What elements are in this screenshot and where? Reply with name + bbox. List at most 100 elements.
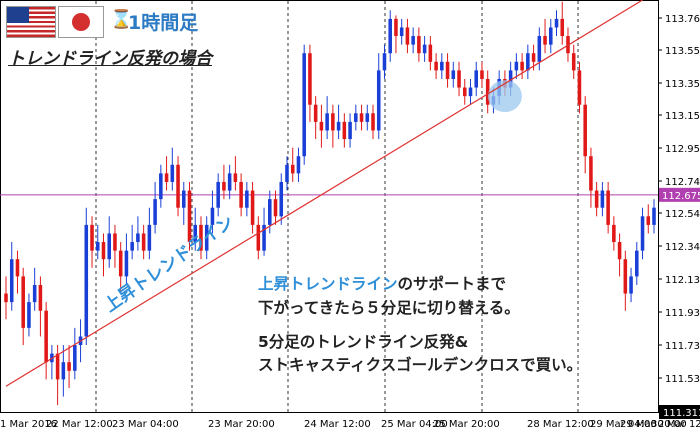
candle-body xyxy=(411,36,415,45)
candle-body xyxy=(38,284,43,311)
candle-body xyxy=(164,173,169,182)
candle-body xyxy=(73,345,77,371)
y-axis-label: 113.355 xyxy=(665,79,700,90)
candle-body xyxy=(84,224,89,337)
candle-body xyxy=(233,173,238,182)
x-axis-label: 29 Mar 20:00 xyxy=(620,419,687,430)
candle-body xyxy=(118,250,123,277)
candle-body xyxy=(560,18,565,37)
candle-body xyxy=(382,53,387,71)
candle-body xyxy=(256,224,261,251)
y-axis-label: 112.745 xyxy=(665,177,700,188)
annotation-line-3: 5分足のトレンドライン反発& xyxy=(258,333,469,351)
candle-body xyxy=(285,164,289,182)
candle-body xyxy=(623,259,628,294)
candle-body xyxy=(130,242,134,251)
candle-body xyxy=(417,36,421,54)
candle-body xyxy=(262,224,266,251)
timeframe-label: 1時間足 xyxy=(128,12,199,34)
candle-body xyxy=(313,104,318,122)
annotation-line-2: 下がってきたら５分足に切り替える。 xyxy=(258,299,520,317)
candle-body xyxy=(268,199,272,225)
candle-body xyxy=(508,70,513,88)
candle-body xyxy=(485,78,490,105)
plot-frame xyxy=(0,0,659,413)
x-axis-label: 23 Mar 04:00 xyxy=(112,419,179,430)
candle-body xyxy=(181,190,186,208)
candle-body xyxy=(101,242,106,260)
y-axis-label: 112.135 xyxy=(665,275,700,286)
candle-body xyxy=(571,53,576,71)
candle-body xyxy=(359,113,364,122)
uptrend-line xyxy=(5,0,643,387)
candle-body xyxy=(376,70,381,131)
candle-body xyxy=(44,310,48,363)
candle-body xyxy=(239,181,243,208)
candle-body xyxy=(9,259,14,303)
japan-flag-icon xyxy=(58,6,104,38)
candle-body xyxy=(394,18,398,37)
annotation-line-4: ストキャスティクスゴールデンクロスで買い。 xyxy=(258,356,583,374)
candle-body xyxy=(480,70,484,79)
y-axis-label: 113.555 xyxy=(665,46,700,57)
x-axis-label: 24 Mar 12:00 xyxy=(304,419,371,430)
candle-body xyxy=(514,61,519,71)
x-axis-label: 29 Mar 04:00 xyxy=(590,419,657,430)
candle-body xyxy=(606,190,610,225)
candle-body xyxy=(629,276,633,294)
candle-body xyxy=(537,36,542,62)
y-axis-label: 111.935 xyxy=(665,308,700,319)
candle-body xyxy=(141,233,146,251)
candle-body xyxy=(204,224,209,251)
candle-body xyxy=(107,233,111,260)
candle-body xyxy=(136,233,140,243)
candle-body xyxy=(159,173,163,200)
candle-body xyxy=(331,113,335,131)
x-axis-label: 22 Mar 12:00 xyxy=(46,419,113,430)
candle-body xyxy=(462,87,467,97)
candle-body xyxy=(371,113,375,131)
candle-body xyxy=(279,181,284,217)
candle-body xyxy=(21,276,25,328)
candle-body xyxy=(646,216,651,225)
candle-body xyxy=(302,53,306,157)
candle-body xyxy=(147,224,152,251)
current-price-tag-label: 111.311 xyxy=(663,408,700,419)
candle-body xyxy=(422,44,427,54)
candle-body xyxy=(652,207,656,225)
candle-body xyxy=(15,259,20,277)
candle-body xyxy=(250,190,255,225)
y-axis-label: 111.730 xyxy=(665,341,700,352)
candle-body xyxy=(245,190,249,208)
y-axis-label: 112.950 xyxy=(665,144,700,155)
candle-body xyxy=(600,190,605,208)
candle-body xyxy=(451,70,456,79)
candle-body xyxy=(543,36,547,45)
candle-body xyxy=(325,113,329,131)
y-axis-label: 113.150 xyxy=(665,111,700,122)
candle-body xyxy=(399,27,404,37)
hourglass-icon: ⌛ xyxy=(110,9,133,30)
candle-body xyxy=(319,121,324,131)
candle-body xyxy=(589,156,593,191)
x-axis-label: 28 Mar 12:00 xyxy=(527,419,594,430)
price-line-tag-label: 112.675 xyxy=(662,191,700,202)
candle-body xyxy=(113,233,117,251)
candle-body xyxy=(342,121,347,140)
candle-body xyxy=(187,190,192,243)
x-axis-label: 23 Mar 20:00 xyxy=(208,419,275,430)
candle-body xyxy=(594,190,599,208)
candle-body xyxy=(468,87,473,97)
candle-body xyxy=(445,61,450,79)
candle-body xyxy=(348,121,352,140)
candle-body xyxy=(405,27,410,45)
candle-body xyxy=(526,53,530,71)
y-axis-label: 112.340 xyxy=(665,242,700,253)
candle-body xyxy=(617,242,622,260)
x-axis-label: 1 Mar 2016 xyxy=(0,419,57,430)
candle-body xyxy=(296,156,301,174)
candle-body xyxy=(4,293,8,303)
candle-body xyxy=(577,70,582,105)
candle-body xyxy=(170,164,175,182)
candle-body xyxy=(210,207,215,225)
